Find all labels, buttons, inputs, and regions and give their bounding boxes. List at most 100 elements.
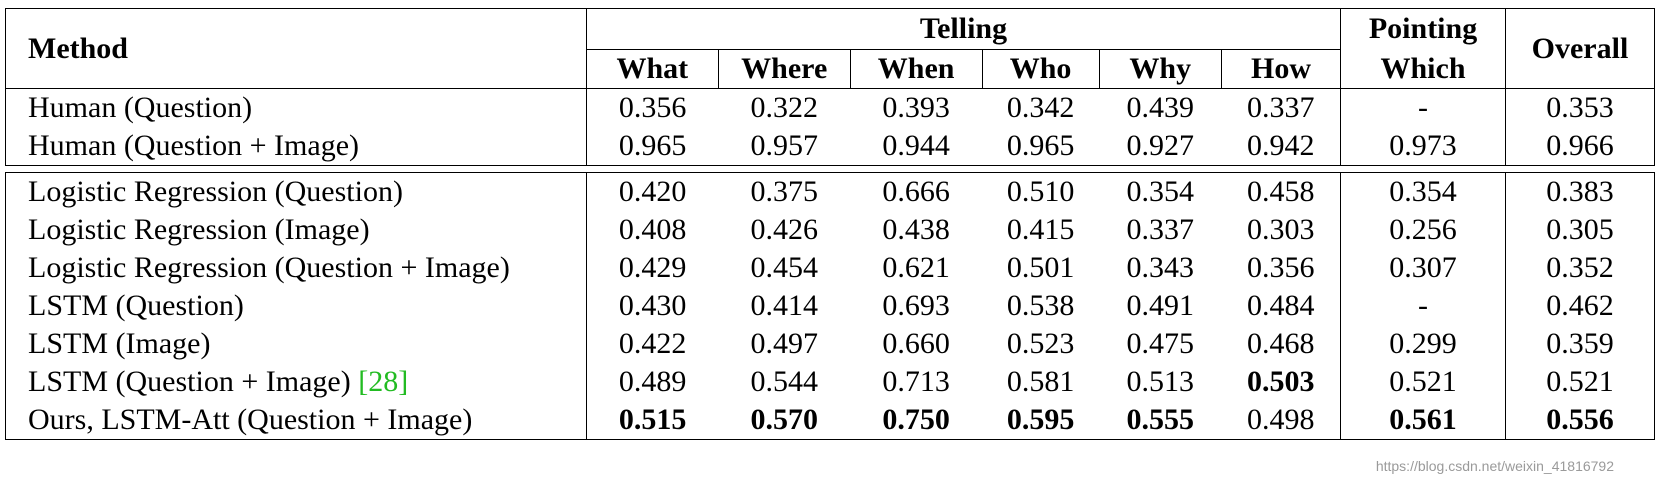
method-name: Logistic Regression (Question + Image) (28, 251, 510, 284)
value-cell: 0.523 (1006, 327, 1075, 360)
value-cell: 0.337 (1126, 213, 1195, 246)
value-cell: 0.713 (882, 365, 950, 398)
value-cell: - (1340, 88, 1506, 127)
value-cell: 0.462 (1505, 287, 1656, 325)
method-name: Human (Question + Image) (28, 129, 359, 162)
value-cell: 0.354 (1099, 172, 1222, 211)
value-cell: 0.356 (586, 88, 719, 127)
method-cell: Logistic Regression (Image) (5, 211, 587, 249)
method-cell: Ours, LSTM-Att (Question + Image) (5, 401, 587, 440)
value-cell: 0.503 (1221, 363, 1342, 401)
value-cell: 0.489 (618, 365, 687, 398)
value-cell: 0.497 (750, 327, 818, 360)
value-cell: 0.299 (1340, 325, 1506, 363)
value-cell: 0.475 (1126, 327, 1195, 360)
value-cell: 0.957 (718, 127, 851, 166)
method-name: Logistic Regression (Question) (28, 175, 403, 208)
method-name: Ours, LSTM-Att (Question + Image) (28, 403, 473, 436)
col-header-why: Why (1099, 49, 1222, 89)
value-cell: 0.570 (718, 401, 851, 440)
value-cell: 0.342 (982, 88, 1100, 127)
value-cell: 0.430 (618, 289, 687, 322)
group-divider (6, 166, 1655, 173)
value-cell: 0.510 (982, 172, 1100, 211)
telling-header: Telling (586, 8, 1342, 50)
value-cell: 0.556 (1505, 401, 1656, 440)
value-cell: 0.501 (1006, 251, 1075, 284)
watermark: https://blog.csdn.net/weixin_41816792 (1375, 458, 1614, 474)
value-cell: 0.621 (882, 251, 950, 284)
value-cell: 0.420 (586, 172, 719, 211)
method-name: LSTM (Question) (28, 289, 244, 322)
method-cell: Human (Question + Image) (5, 127, 587, 166)
value-cell: 0.555 (1099, 401, 1222, 440)
value-cell: 0.415 (1006, 213, 1075, 246)
value-cell: 0.356 (1221, 249, 1342, 287)
method-cell: Logistic Regression (Question + Image) (5, 249, 587, 287)
value-cell: 0.429 (618, 251, 687, 284)
value-cell: 0.414 (750, 289, 818, 322)
value-cell: 0.354 (1340, 172, 1506, 211)
value-cell: 0.426 (750, 213, 818, 246)
table-row: Logistic Regression (Question + Image) 0.… (5, 249, 1656, 287)
value-cell: 0.581 (1006, 365, 1075, 398)
value-cell: 0.544 (750, 365, 818, 398)
table-row: Logistic Regression (Image) 0.408 0.426 0.4… (5, 211, 1656, 249)
value-cell: 0.521 (1340, 363, 1506, 401)
value-cell: 0.422 (618, 327, 687, 360)
method-cell: Logistic Regression (Question) (5, 172, 587, 211)
value-cell: 0.303 (1221, 211, 1342, 249)
value-cell: 0.513 (1126, 365, 1195, 398)
pointing-header: Pointing (1340, 8, 1506, 50)
value-cell: 0.454 (750, 251, 818, 284)
value-cell: - (1340, 287, 1506, 325)
col-header-what: What (586, 49, 719, 89)
method-cell: LSTM (Question + Image) [28] (5, 363, 587, 401)
table-body: Human (Question) 0.356 0.322 0.393 0.342 0.43… (5, 88, 1656, 440)
value-cell: 0.352 (1505, 249, 1656, 287)
value-cell: 0.944 (850, 127, 983, 166)
table-row: LSTM (Question + Image) [28] 0.489 0.544 0.… (5, 363, 1656, 401)
table-row: LSTM (Question) 0.430 0.414 0.693 0.538 0.491… (5, 287, 1656, 325)
col-header-how: How (1221, 49, 1342, 89)
table-row: Human (Question + Image) 0.965 0.957 0.944 0… (5, 127, 1656, 166)
value-cell: 0.966 (1505, 127, 1656, 166)
value-cell: 0.393 (850, 88, 983, 127)
col-header-who: Who (982, 49, 1100, 89)
value-cell: 0.965 (982, 127, 1100, 166)
value-cell: 0.538 (1006, 289, 1075, 322)
value-cell: 0.942 (1221, 127, 1342, 166)
value-cell: 0.660 (882, 327, 950, 360)
method-name: Logistic Regression (Image) (28, 213, 370, 246)
value-cell: 0.383 (1505, 172, 1656, 211)
citation-link[interactable]: [28] (358, 365, 409, 398)
value-cell: 0.322 (718, 88, 851, 127)
value-cell: 0.693 (882, 289, 950, 322)
table-row: Logistic Regression (Question) 0.420 0.375… (5, 172, 1656, 211)
method-cell: Human (Question) (5, 88, 587, 127)
table-row: LSTM (Image) 0.422 0.497 0.660 0.523 0.475 0.4… (5, 325, 1656, 363)
value-cell: 0.491 (1126, 289, 1195, 322)
method-cell: LSTM (Question) (5, 287, 587, 325)
value-cell: 0.515 (586, 401, 719, 440)
value-cell: 0.359 (1505, 325, 1656, 363)
value-cell: 0.965 (586, 127, 719, 166)
value-cell: 0.375 (718, 172, 851, 211)
overall-header: Overall (1505, 8, 1656, 89)
value-cell: 0.307 (1340, 249, 1506, 287)
value-cell: 0.561 (1340, 401, 1506, 440)
method-cell: LSTM (Image) (5, 325, 587, 363)
results-table: Method Telling Pointing Overall What Whe… (5, 8, 1656, 440)
table-row: Ours, LSTM-Att (Question + Image) 0.515 0.… (5, 401, 1656, 440)
value-cell: 0.353 (1505, 88, 1656, 127)
value-cell: 0.484 (1221, 287, 1342, 325)
method-name: LSTM (Image) (28, 327, 211, 360)
value-cell: 0.498 (1221, 401, 1342, 440)
col-header-where: Where (718, 49, 851, 89)
value-cell: 0.305 (1505, 211, 1656, 249)
value-cell: 0.343 (1126, 251, 1195, 284)
value-cell: 0.521 (1505, 363, 1656, 401)
value-cell: 0.337 (1221, 88, 1342, 127)
value-cell: 0.256 (1340, 211, 1506, 249)
value-cell: 0.666 (850, 172, 983, 211)
